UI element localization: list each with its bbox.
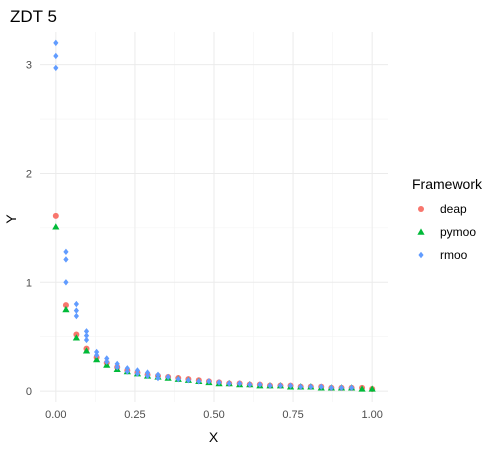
rmoo-point <box>338 384 345 392</box>
rmoo-point <box>63 248 69 256</box>
rmoo-point <box>53 39 59 47</box>
rmoo-point <box>63 256 69 263</box>
rmoo-point <box>73 307 79 314</box>
rmoo-point <box>216 379 222 386</box>
rmoo-point <box>104 358 110 365</box>
y-tick-label: 3 <box>26 60 32 72</box>
y-tick-label: 1 <box>26 277 32 289</box>
rmoo-point <box>83 332 90 339</box>
rmoo-point <box>226 380 232 387</box>
legend-item-pymoo: pymoo <box>417 225 476 239</box>
rmoo-point <box>83 328 90 335</box>
legend-items: deap pymoo rmoo <box>417 202 476 262</box>
rmoo-point <box>124 365 130 372</box>
rmoo-point <box>124 368 130 375</box>
legend-key-rmoo <box>418 251 424 259</box>
data-points-layer <box>52 39 376 392</box>
rmoo-point <box>134 370 141 377</box>
rmoo-point <box>257 381 263 388</box>
chart-title: ZDT 5 <box>10 7 57 26</box>
rmoo-point <box>175 375 181 383</box>
y-axis-title: Y <box>3 214 19 224</box>
rmoo-point <box>277 382 284 389</box>
pymoo-point <box>82 347 91 354</box>
x-tick-label: 0.25 <box>124 409 145 421</box>
rmoo-point <box>73 312 79 320</box>
rmoo-point <box>298 383 304 390</box>
x-tick-label: 0.00 <box>45 409 66 421</box>
legend-item-deap: deap <box>418 202 467 216</box>
pymoo-point <box>72 334 80 341</box>
grid-layer <box>40 32 388 402</box>
rmoo-point <box>328 384 334 392</box>
deap-point <box>62 302 69 309</box>
x-tick-label: 0.50 <box>203 409 224 421</box>
legend-label-rmoo: rmoo <box>440 248 468 262</box>
rmoo-point <box>63 279 69 286</box>
pymoo-point <box>62 305 70 313</box>
rmoo-point <box>196 378 202 385</box>
rmoo-point <box>73 300 79 308</box>
rmoo-point <box>287 382 294 389</box>
rmoo-point <box>53 64 59 72</box>
rmoo-point <box>247 381 253 388</box>
rmoo-point <box>165 373 171 381</box>
legend-key-pymoo <box>417 228 425 235</box>
rmoo-point <box>94 348 100 356</box>
rmoo-point <box>94 352 100 359</box>
legend-key-deap <box>418 206 424 212</box>
rmoo-point <box>237 380 243 387</box>
rmoo-point <box>83 336 90 344</box>
y-tick-label: 2 <box>26 168 32 180</box>
x-tick-label: 1.00 <box>361 409 382 421</box>
rmoo-point <box>267 382 273 389</box>
rmoo-point <box>53 52 59 60</box>
rmoo-point <box>104 355 110 362</box>
rmoo-point <box>114 360 120 368</box>
pymoo-point <box>358 385 366 392</box>
rmoo-point <box>318 383 324 390</box>
x-axis-title: X <box>209 429 219 445</box>
y-tick-label: 0 <box>26 386 32 398</box>
legend-item-rmoo: rmoo <box>418 248 468 262</box>
pymoo-point <box>368 385 376 392</box>
rmoo-point <box>114 363 120 371</box>
rmoo-series <box>53 39 355 392</box>
pymoo-point <box>52 223 60 230</box>
rmoo-point <box>134 367 141 374</box>
deap-point <box>52 212 59 219</box>
rmoo-point <box>144 369 151 376</box>
legend: Framework deap pymoo rmoo <box>412 176 483 262</box>
x-axis-tick-labels: 0.00 0.25 0.50 0.75 1.00 <box>45 409 383 421</box>
rmoo-point <box>155 374 161 382</box>
pymoo-point <box>93 355 101 363</box>
legend-label-pymoo: pymoo <box>440 225 476 239</box>
rmoo-point <box>308 383 314 390</box>
rmoo-point <box>155 371 161 378</box>
y-axis-tick-labels: 0 1 2 3 <box>26 60 32 398</box>
legend-label-deap: deap <box>440 202 467 216</box>
x-tick-label: 0.75 <box>282 409 303 421</box>
rmoo-point <box>206 378 212 385</box>
rmoo-point <box>144 372 151 380</box>
rmoo-point <box>349 384 355 392</box>
rmoo-point <box>185 377 191 384</box>
legend-title: Framework <box>412 176 483 192</box>
